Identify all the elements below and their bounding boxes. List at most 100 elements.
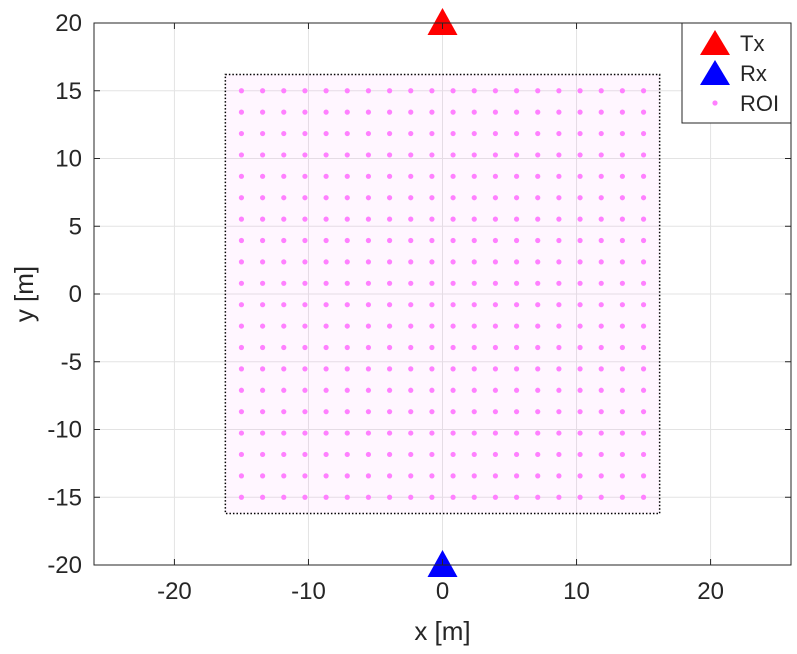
roi-point (492, 259, 499, 265)
roi-point (535, 109, 541, 115)
roi-point (450, 109, 456, 115)
roi-point (640, 387, 647, 393)
roi-point (302, 259, 308, 265)
roi-point (640, 280, 647, 286)
roi-point (471, 130, 477, 137)
roi-point (238, 195, 245, 201)
roi-point (535, 473, 541, 479)
roi-point (344, 409, 350, 415)
roi-point (323, 88, 329, 94)
roi-point (323, 451, 329, 458)
roi-point (260, 430, 266, 436)
roi-point (408, 130, 414, 137)
roi-point (598, 366, 604, 372)
roi-point (535, 237, 541, 244)
roi-point (323, 237, 329, 244)
roi-point (238, 173, 245, 179)
roi-point (598, 344, 604, 351)
roi-point (556, 216, 562, 222)
roi-point (577, 366, 583, 372)
roi-point (386, 366, 393, 372)
roi-point (556, 237, 562, 244)
roi-point (408, 387, 414, 393)
roi-point (260, 237, 266, 244)
roi-point (450, 430, 456, 436)
roi-point (513, 473, 520, 479)
roi-point (302, 451, 308, 458)
roi-point (513, 173, 520, 179)
roi-point (450, 366, 456, 372)
roi-point (535, 152, 541, 158)
roi-point (598, 88, 604, 94)
roi-point (577, 302, 583, 308)
roi-point (598, 152, 604, 158)
roi-point (619, 109, 625, 115)
roi-point (513, 259, 520, 265)
roi-point (577, 259, 583, 265)
roi-point (260, 259, 266, 265)
roi-point (344, 259, 350, 265)
roi-point (598, 280, 604, 286)
roi-point (535, 344, 541, 351)
roi-point (238, 494, 245, 500)
roi-point (365, 173, 372, 179)
roi-point (619, 451, 625, 458)
roi-point (238, 366, 245, 372)
roi-point (365, 473, 372, 479)
roi-point (471, 387, 477, 393)
roi-point (323, 366, 329, 372)
roi-point (598, 473, 604, 479)
x-tick-label: 20 (697, 578, 724, 605)
roi-point (513, 195, 520, 201)
roi-point (260, 109, 266, 115)
roi-point (598, 451, 604, 458)
roi-point (281, 216, 287, 222)
roi-point (640, 409, 647, 415)
y-tick-label: 0 (69, 281, 82, 308)
roi-point (302, 302, 308, 308)
roi-point (386, 473, 393, 479)
roi-point (281, 323, 287, 329)
roi-point (323, 409, 329, 415)
roi-point (429, 430, 435, 436)
roi-point (429, 216, 435, 222)
roi-point (323, 195, 329, 201)
roi-point (598, 494, 604, 500)
roi-point (408, 430, 414, 436)
roi-point (577, 152, 583, 158)
roi-point (429, 366, 435, 372)
roi-point (238, 130, 245, 137)
roi-point (640, 451, 647, 458)
roi-point (238, 259, 245, 265)
roi-point (450, 409, 456, 415)
roi-point (323, 473, 329, 479)
roi-point (535, 451, 541, 458)
roi-point (619, 323, 625, 329)
roi-point (535, 88, 541, 94)
roi-point (513, 109, 520, 115)
roi-point (450, 473, 456, 479)
roi-point (556, 473, 562, 479)
roi-point (598, 216, 604, 222)
roi-point (238, 323, 245, 329)
roi-point (450, 302, 456, 308)
y-tick-label: 20 (55, 10, 82, 37)
roi-point (598, 173, 604, 179)
roi-point (556, 387, 562, 393)
roi-point (640, 259, 647, 265)
roi-point (365, 430, 372, 436)
roi-point (281, 366, 287, 372)
roi-point (492, 387, 499, 393)
roi-point (492, 130, 499, 137)
roi-point (619, 130, 625, 137)
roi-point (281, 195, 287, 201)
roi-point (471, 430, 477, 436)
roi-point (513, 88, 520, 94)
roi-point (556, 88, 562, 94)
roi-point (281, 152, 287, 158)
roi-point (640, 344, 647, 351)
roi-point (344, 88, 350, 94)
roi-point (640, 152, 647, 158)
legend-tx-label: Tx (740, 31, 764, 56)
roi-point (344, 173, 350, 179)
